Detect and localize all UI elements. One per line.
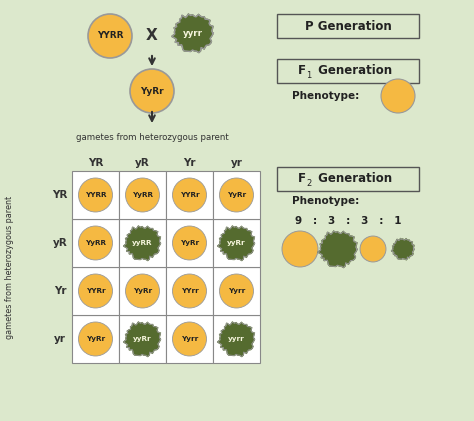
Text: yyRr: yyRr — [133, 336, 152, 342]
Circle shape — [79, 274, 112, 308]
Bar — [119, 267, 166, 315]
Circle shape — [173, 322, 207, 356]
Polygon shape — [218, 322, 255, 357]
Bar — [213, 315, 260, 363]
FancyBboxPatch shape — [277, 59, 419, 83]
Text: 2: 2 — [306, 179, 311, 187]
Text: 9   :   3   :   3   :   1: 9 : 3 : 3 : 1 — [295, 216, 401, 226]
Bar — [213, 267, 260, 315]
Text: yyrr: yyrr — [183, 29, 203, 37]
Circle shape — [130, 69, 174, 113]
Polygon shape — [218, 226, 255, 261]
Circle shape — [79, 322, 112, 356]
Circle shape — [381, 79, 415, 113]
Bar — [119, 315, 166, 363]
Text: YyRr: YyRr — [140, 86, 164, 96]
Text: yr: yr — [54, 334, 66, 344]
Circle shape — [173, 274, 207, 308]
Text: YR: YR — [88, 158, 103, 168]
Polygon shape — [392, 239, 414, 260]
Text: Yr: Yr — [183, 158, 196, 168]
Circle shape — [219, 274, 254, 308]
Circle shape — [126, 178, 159, 212]
Text: YYRR: YYRR — [97, 32, 123, 40]
Circle shape — [282, 231, 318, 267]
FancyBboxPatch shape — [277, 14, 419, 38]
Text: Yyrr: Yyrr — [181, 336, 198, 342]
Text: YR: YR — [52, 190, 68, 200]
Text: YYRR: YYRR — [85, 192, 106, 198]
Text: yR: yR — [53, 238, 67, 248]
Polygon shape — [124, 226, 161, 261]
Bar — [166, 219, 213, 267]
Text: yyRR: yyRR — [132, 240, 153, 246]
Bar — [213, 171, 260, 219]
Circle shape — [79, 178, 112, 212]
Text: Yr: Yr — [54, 286, 66, 296]
Text: gametes from heterozygous parent: gametes from heterozygous parent — [76, 133, 228, 141]
Text: P Generation: P Generation — [305, 19, 392, 32]
Text: F: F — [298, 64, 306, 77]
FancyBboxPatch shape — [277, 167, 419, 191]
Text: YyRr: YyRr — [227, 192, 246, 198]
Circle shape — [88, 14, 132, 58]
Polygon shape — [318, 231, 357, 267]
Text: yyRr: yyRr — [227, 240, 246, 246]
Circle shape — [219, 178, 254, 212]
Bar — [72, 219, 119, 267]
Bar — [213, 219, 260, 267]
Text: X: X — [146, 29, 158, 43]
Text: YYrr: YYrr — [181, 288, 199, 294]
Bar — [166, 267, 213, 315]
Circle shape — [360, 236, 386, 262]
Circle shape — [79, 226, 112, 260]
Circle shape — [173, 178, 207, 212]
Text: YyRR: YyRR — [132, 192, 153, 198]
Bar — [72, 315, 119, 363]
Text: YYRr: YYRr — [180, 192, 199, 198]
Bar — [119, 171, 166, 219]
Circle shape — [126, 274, 159, 308]
Text: YYRr: YYRr — [86, 288, 105, 294]
Bar — [166, 171, 213, 219]
Bar — [166, 315, 213, 363]
Text: Generation: Generation — [314, 64, 392, 77]
Text: F: F — [298, 171, 306, 184]
Text: yr: yr — [230, 158, 242, 168]
Text: Generation: Generation — [314, 171, 392, 184]
Polygon shape — [172, 14, 213, 53]
Text: gametes from heterozygous parent: gametes from heterozygous parent — [6, 195, 15, 338]
Circle shape — [173, 226, 207, 260]
Text: YyRr: YyRr — [180, 240, 199, 246]
Bar — [72, 267, 119, 315]
Polygon shape — [124, 322, 161, 357]
Text: YyRR: YyRR — [85, 240, 106, 246]
Text: Phenotype:: Phenotype: — [292, 196, 359, 206]
Text: 1: 1 — [306, 70, 311, 80]
Text: yR: yR — [135, 158, 150, 168]
Text: yyrr: yyrr — [228, 336, 245, 342]
Bar — [119, 219, 166, 267]
Text: YyRr: YyRr — [86, 336, 105, 342]
Bar — [72, 171, 119, 219]
Text: Yyrr: Yyrr — [228, 288, 245, 294]
Text: YyRr: YyRr — [133, 288, 152, 294]
Text: Phenotype:: Phenotype: — [292, 91, 359, 101]
